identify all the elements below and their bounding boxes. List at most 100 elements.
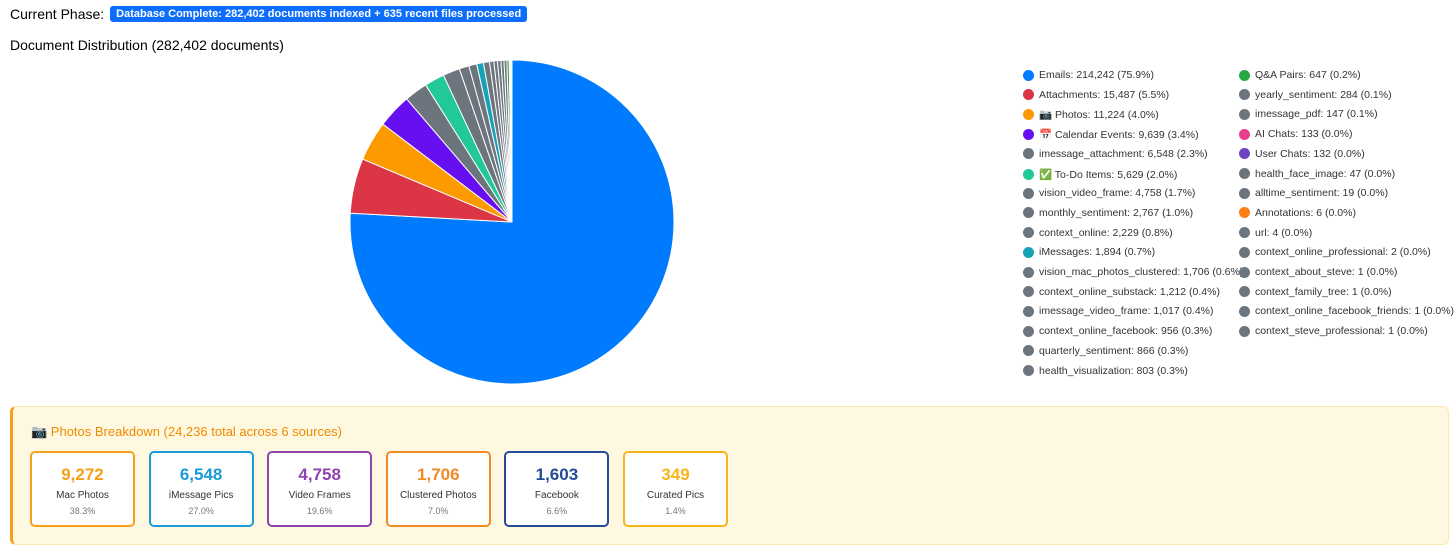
card-percent: 38.3%	[69, 506, 96, 516]
legend-item: context_online_facebook: 956 (0.3%)	[1023, 325, 1212, 337]
photo-card: 1,603 Facebook 6.6%	[504, 451, 610, 527]
legend-label: imessage_video_frame: 1,017 (0.4%)	[1039, 305, 1214, 318]
card-value: 4,758	[298, 465, 341, 484]
legend-dot	[1023, 266, 1034, 278]
legend-dot	[1239, 128, 1250, 140]
legend-dot	[1239, 168, 1250, 179]
legend-item: Q&A Pairs: 647 (0.2%)	[1239, 69, 1361, 81]
legend-label: imessage_attachment: 6,548 (2.3%)	[1039, 147, 1208, 160]
legend-item: Annotations: 6 (0.0%)	[1239, 207, 1356, 219]
legend-dot	[1023, 345, 1034, 357]
legend-item: ✅ To-Do Items: 5,629 (2.0%)	[1023, 168, 1177, 181]
card-label: Video Frames	[288, 490, 351, 501]
legend-label: User Chats: 132 (0.0%)	[1255, 147, 1365, 160]
legend-label: Emails: 214,242 (75.9%)	[1039, 69, 1154, 81]
legend-item: iMessages: 1,894 (0.7%)	[1023, 246, 1155, 258]
photo-card: 349 Curated Pics 1.4%	[623, 451, 728, 527]
chart-title: Document Distribution (282,402 documents…	[10, 37, 284, 53]
legend-item: health_face_image: 47 (0.0%)	[1239, 168, 1395, 180]
legend-item: Attachments: 15,487 (5.5%)	[1023, 89, 1169, 101]
legend-dot	[1239, 69, 1250, 81]
legend-label: Q&A Pairs: 647 (0.2%)	[1255, 69, 1361, 81]
phase: Current Phase: Database Complete: 282,40…	[10, 6, 528, 22]
legend-label: Attachments: 15,487 (5.5%)	[1039, 88, 1170, 101]
photo-card: 1,706 Clustered Photos 7.0%	[385, 451, 491, 527]
legend-dot	[1023, 168, 1034, 180]
legend-dot	[1023, 325, 1034, 337]
legend-item: 📅 Calendar Events: 9,639 (3.4%)	[1023, 128, 1199, 141]
legend-dot	[1023, 207, 1034, 219]
legend-label: context_family_tree: 1 (0.0%)	[1255, 285, 1392, 298]
legend-dot	[1239, 227, 1250, 239]
legend-item: User Chats: 132 (0.0%)	[1239, 148, 1365, 160]
legend-item: Emails: 214,242 (75.9%)	[1023, 69, 1154, 81]
legend-item: context_steve_professional: 1 (0.0%)	[1239, 325, 1428, 337]
legend-dot	[1023, 365, 1034, 376]
legend-item: context_online_substack: 1,212 (0.4%)	[1023, 286, 1220, 298]
legend-label: 📅 Calendar Events: 9,639 (3.4%)	[1039, 129, 1199, 142]
legend-dot	[1239, 246, 1250, 258]
legend-label: AI Chats: 133 (0.0%)	[1255, 128, 1353, 141]
legend-dot	[1239, 89, 1250, 101]
legend-label: yearly_sentiment: 284 (0.1%)	[1255, 88, 1392, 101]
legend-label: 📷 Photos: 11,224 (4.0%)	[1039, 109, 1159, 122]
legend-label: url: 4 (0.0%)	[1255, 226, 1313, 239]
card-label: Facebook	[534, 490, 579, 501]
legend-label: health_visualization: 803 (0.3%)	[1039, 364, 1188, 377]
photos-title: 📷 Photos Breakdown (24,236 total across …	[31, 424, 343, 439]
legend-label: ✅ To-Do Items: 5,629 (2.0%)	[1039, 168, 1178, 181]
legend-item: quarterly_sentiment: 866 (0.3%)	[1023, 345, 1188, 357]
pie-chart	[349, 59, 675, 385]
phase-badge: Database Complete: 282,402 documents ind…	[110, 6, 528, 22]
card-label: Curated Pics	[646, 490, 705, 501]
legend-dot	[1023, 148, 1034, 160]
legend-item: context_online: 2,229 (0.8%)	[1023, 227, 1173, 239]
legend-label: context_online_professional: 2 (0.0%)	[1255, 246, 1431, 259]
photo-card: 6,548 iMessage Pics 27.0%	[148, 451, 254, 527]
card-label: iMessage Pics	[168, 490, 234, 501]
legend-item: alltime_sentiment: 19 (0.0%)	[1239, 187, 1388, 199]
legend-dot	[1239, 286, 1250, 298]
card-percent: 19.6%	[306, 506, 333, 516]
legend-label: iMessages: 1,894 (0.7%)	[1039, 246, 1156, 259]
legend-item: AI Chats: 133 (0.0%)	[1239, 128, 1352, 140]
legend-label: context_online_substack: 1,212 (0.4%)	[1039, 285, 1220, 298]
legend-label: health_face_image: 47 (0.0%)	[1255, 167, 1396, 180]
legend-item: context_online_facebook_friends: 1 (0.0%…	[1239, 305, 1454, 317]
legend-dot	[1239, 266, 1250, 278]
legend-item: url: 4 (0.0%)	[1239, 227, 1312, 239]
photos-panel: 📷 Photos Breakdown (24,236 total across …	[10, 406, 1449, 545]
legend-dot	[1239, 148, 1250, 160]
card-value: 349	[661, 465, 690, 484]
legend-item: monthly_sentiment: 2,767 (1.0%)	[1023, 207, 1193, 219]
legend-item: context_about_steve: 1 (0.0%)	[1239, 266, 1397, 278]
card-value: 1,706	[417, 465, 460, 484]
legend-dot	[1023, 69, 1034, 81]
legend-label: context_steve_professional: 1 (0.0%)	[1255, 325, 1428, 338]
legend-label: imessage_pdf: 147 (0.1%)	[1255, 108, 1378, 121]
legend-label: context_online_facebook_friends: 1 (0.0%…	[1255, 305, 1455, 318]
legend-dot	[1023, 187, 1034, 199]
legend-dot	[1023, 109, 1034, 121]
legend-item: health_visualization: 803 (0.3%)	[1023, 365, 1188, 377]
card-value: 1,603	[535, 465, 579, 484]
legend-dot	[1239, 325, 1250, 337]
legend-dot	[1023, 286, 1034, 298]
legend-item: yearly_sentiment: 284 (0.1%)	[1239, 89, 1392, 101]
legend-label: vision_mac_photos_clustered: 1,706 (0.6%…	[1039, 266, 1244, 278]
legend-label: context_online_facebook: 956 (0.3%)	[1039, 325, 1213, 338]
legend-dot	[1239, 187, 1250, 199]
legend-item: context_online_professional: 2 (0.0%)	[1239, 246, 1431, 258]
legend-label: vision_video_frame: 4,758 (1.7%)	[1039, 187, 1196, 200]
legend-item: vision_mac_photos_clustered: 1,706 (0.6%…	[1023, 266, 1243, 278]
legend-label: context_about_steve: 1 (0.0%)	[1255, 266, 1398, 278]
legend-label: alltime_sentiment: 19 (0.0%)	[1255, 187, 1389, 200]
legend-dot	[1023, 305, 1034, 317]
legend-label: context_online: 2,229 (0.8%)	[1039, 226, 1173, 239]
legend-label: monthly_sentiment: 2,767 (1.0%)	[1039, 206, 1194, 219]
photo-card: 9,272 Mac Photos 38.3%	[30, 451, 135, 527]
legend-item: vision_video_frame: 4,758 (1.7%)	[1023, 187, 1195, 199]
card-percent: 1.4%	[665, 506, 686, 516]
legend-label: Annotations: 6 (0.0%)	[1255, 206, 1356, 219]
